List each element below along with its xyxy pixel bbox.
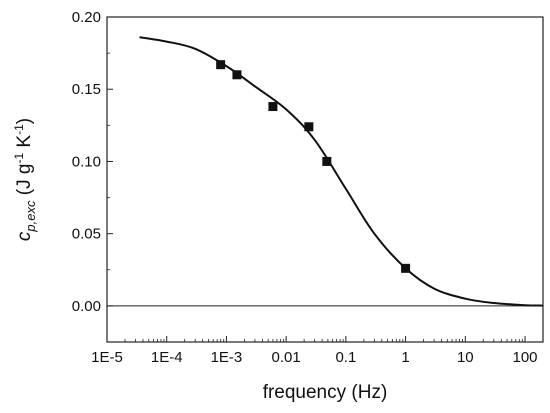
data-point — [232, 70, 242, 80]
x-tick-label: 1E-4 — [151, 349, 183, 366]
y-axis-title-units-mid: K — [14, 135, 35, 153]
x-tick-label: 1E-3 — [211, 349, 243, 366]
y-axis-title-sup2: -1 — [12, 124, 26, 135]
y-tick-label: 0.10 — [72, 153, 101, 170]
y-tick-label: 0.05 — [72, 226, 101, 243]
x-tick-label: 100 — [513, 349, 538, 366]
chart-lines — [107, 36, 544, 307]
data-point — [401, 263, 411, 273]
y-axis-title-sub: p,exc — [23, 200, 38, 233]
chart-markers — [216, 60, 411, 273]
x-tick-label: 0.01 — [272, 349, 301, 366]
y-axis-title-units-open: (J g — [14, 164, 35, 201]
y-tick-label: 0.00 — [72, 298, 101, 315]
y-tick-label: 0.15 — [72, 81, 101, 98]
y-tick-label: 0.20 — [72, 9, 101, 26]
x-tick-labels: 1E-5 1E-4 1E-3 0.01 0.1 1 10 100 — [91, 349, 537, 366]
y-axis-title-main: c — [14, 231, 35, 241]
x-axis-title: frequency (Hz) — [263, 382, 388, 403]
y-axis-title-units-close: ) — [14, 118, 35, 124]
x-tick-label: 0.1 — [335, 349, 356, 366]
y-axis-title-sup1: -1 — [12, 153, 26, 164]
x-tick-label: 1E-5 — [91, 349, 123, 366]
data-point — [268, 102, 278, 112]
fit-curve — [139, 36, 544, 307]
plot-frame — [106, 16, 544, 343]
data-point — [304, 122, 314, 132]
data-point — [322, 156, 332, 166]
y-axis-title: cp,exc (J g-1 K-1) — [12, 118, 38, 241]
y-tick-labels: 0.00 0.05 0.10 0.15 0.20 — [72, 9, 101, 315]
data-point — [216, 60, 226, 70]
x-tick-label: 10 — [457, 349, 474, 366]
tick-marks — [106, 16, 526, 342]
x-tick-label: 1 — [401, 349, 409, 366]
